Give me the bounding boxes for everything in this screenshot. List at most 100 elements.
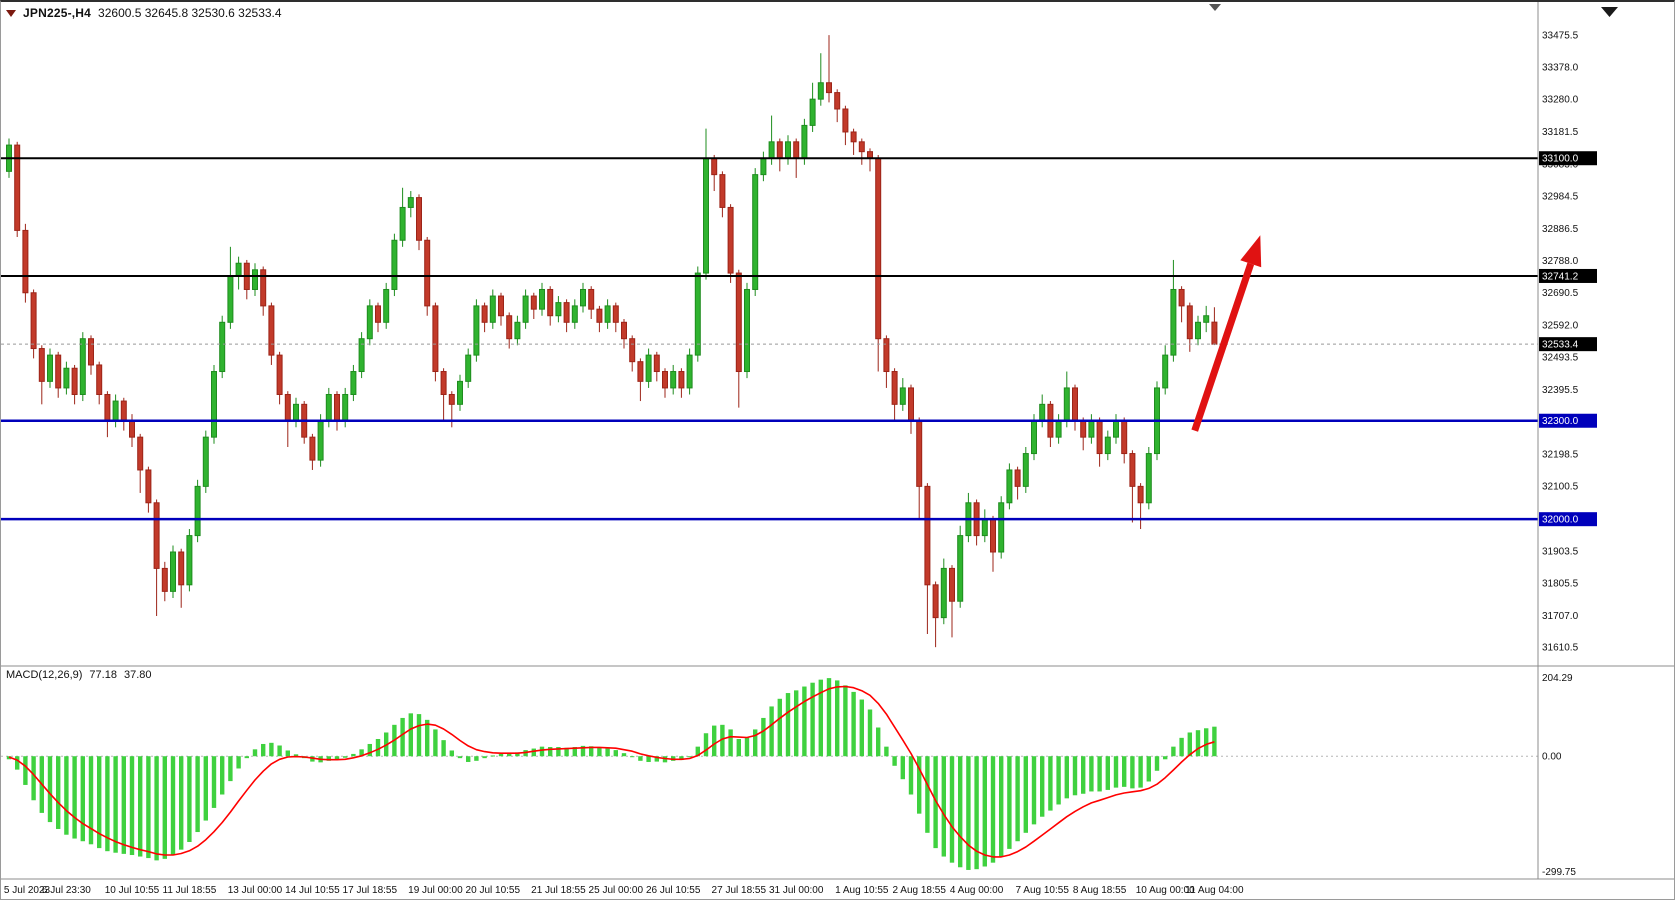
candle-body xyxy=(186,535,193,586)
trend-arrow-annotation[interactable] xyxy=(1191,235,1262,432)
macd-histogram-bar xyxy=(203,756,208,821)
price-line-label-bg xyxy=(1539,151,1597,166)
macd-histogram-bar xyxy=(375,738,381,757)
macd-histogram-bar xyxy=(187,756,192,842)
candle-body xyxy=(219,321,226,373)
candle-body xyxy=(1055,420,1062,438)
candle-body xyxy=(785,141,791,159)
candle-body xyxy=(366,305,373,340)
candle-body xyxy=(842,108,849,133)
candle-body xyxy=(235,262,242,277)
arrow-shaft xyxy=(1191,262,1255,432)
candle-body xyxy=(63,367,70,389)
candle-body xyxy=(580,288,586,307)
current-price-label-bg xyxy=(1539,337,1597,352)
candle-body xyxy=(940,567,947,619)
macd-axis[interactable]: 204.29 0.00 -299.75 xyxy=(1542,673,1576,878)
candle-body xyxy=(1039,403,1046,422)
candle-body xyxy=(637,361,644,382)
macd-histogram-bar xyxy=(47,756,53,823)
candle-body xyxy=(653,354,660,373)
candle-body xyxy=(227,275,234,323)
candle-body xyxy=(686,354,693,389)
macd-histogram-bar xyxy=(129,756,135,856)
macd-histogram-bar xyxy=(1089,756,1094,792)
candle-body xyxy=(1178,288,1185,307)
macd-histogram-bar xyxy=(826,678,832,757)
candle-body xyxy=(735,272,742,373)
macd-histogram-bar xyxy=(162,756,167,859)
candle-body xyxy=(883,338,890,373)
macd-histogram-bar xyxy=(236,756,241,769)
candle-body xyxy=(547,288,554,317)
macd-histogram-bar xyxy=(941,756,946,857)
macd-histogram-bar xyxy=(359,749,364,757)
macd-signal-line xyxy=(8,685,1215,858)
macd-histogram-bar xyxy=(876,727,881,757)
time-axis-label: 7 Aug 10:55 xyxy=(1016,885,1070,896)
macd-histogram-bar xyxy=(1007,756,1012,849)
macd-histogram-bar xyxy=(515,752,520,757)
candle-body xyxy=(383,288,390,323)
macd-histogram-bar xyxy=(728,729,733,757)
price-axis[interactable]: 33475.533378.033280.033181.533083.032984… xyxy=(1539,31,1597,654)
macd-histogram-bar xyxy=(400,717,405,757)
macd-histogram-bar xyxy=(113,756,118,853)
candle-body xyxy=(448,393,455,405)
candle-body xyxy=(1170,288,1177,356)
candle-body xyxy=(891,371,898,405)
macd-value: 77.18 xyxy=(89,669,117,681)
candle-body xyxy=(514,321,521,340)
macd-histogram-bar xyxy=(97,756,102,849)
candle-body xyxy=(489,295,496,323)
candle-body xyxy=(703,157,709,274)
macd-histogram-bar xyxy=(1163,756,1168,760)
macd-histogram-bar xyxy=(851,691,856,757)
candle-body xyxy=(416,197,422,241)
macd-histogram-bar xyxy=(621,753,627,757)
candle-body xyxy=(826,82,832,94)
macd-histogram-bar xyxy=(1081,756,1086,794)
candle-body xyxy=(1096,420,1103,455)
scroll-marker-icon[interactable] xyxy=(1601,7,1618,17)
macd-histogram-bar xyxy=(1056,756,1061,805)
time-axis-label: 2 Aug 18:55 xyxy=(893,885,947,896)
macd-histogram-bar xyxy=(925,756,930,833)
macd-histogram-bar xyxy=(228,756,233,782)
price-axis-label: 32788.0 xyxy=(1542,256,1579,267)
candle-body xyxy=(325,393,332,422)
macd-histogram-bar xyxy=(744,737,750,757)
macd-histogram-bar xyxy=(1031,756,1037,825)
macd-histogram-bar xyxy=(802,686,807,757)
macd-histogram-bar xyxy=(1146,756,1151,782)
candle-body xyxy=(399,206,406,241)
candle-body xyxy=(145,469,152,504)
time-axis-label: 31 Jul 00:00 xyxy=(769,885,824,896)
separators xyxy=(1,2,1674,880)
price-line-label-bg xyxy=(1539,512,1597,527)
candle-body xyxy=(178,551,185,586)
macd-histogram-bar xyxy=(138,756,143,857)
macd-histogram-bar xyxy=(564,747,569,757)
candle-body xyxy=(694,272,701,356)
macd-histogram-bar xyxy=(72,756,77,839)
macd-histogram-bar xyxy=(720,724,725,757)
macd-indicator-label: MACD(12,26,9) 77.18 37.80 xyxy=(6,669,151,681)
macd-histogram-bar xyxy=(990,756,996,863)
macd-histogram-bar xyxy=(556,747,561,757)
macd-histogram-bar xyxy=(966,756,971,870)
macd-histogram-bar xyxy=(121,756,126,854)
macd-histogram-bar xyxy=(457,756,463,759)
macd-histogram-bar xyxy=(679,756,684,761)
macd-histogram-bar xyxy=(1015,756,1020,842)
macd-histogram-bar xyxy=(146,756,151,859)
arrow-head xyxy=(1240,235,1262,268)
macd-histogram-bar xyxy=(1122,756,1127,787)
time-axis-label: 10 Jul 10:55 xyxy=(105,885,160,896)
candle-body xyxy=(998,502,1005,553)
candle-body xyxy=(137,436,144,471)
candle-body xyxy=(1203,315,1210,323)
